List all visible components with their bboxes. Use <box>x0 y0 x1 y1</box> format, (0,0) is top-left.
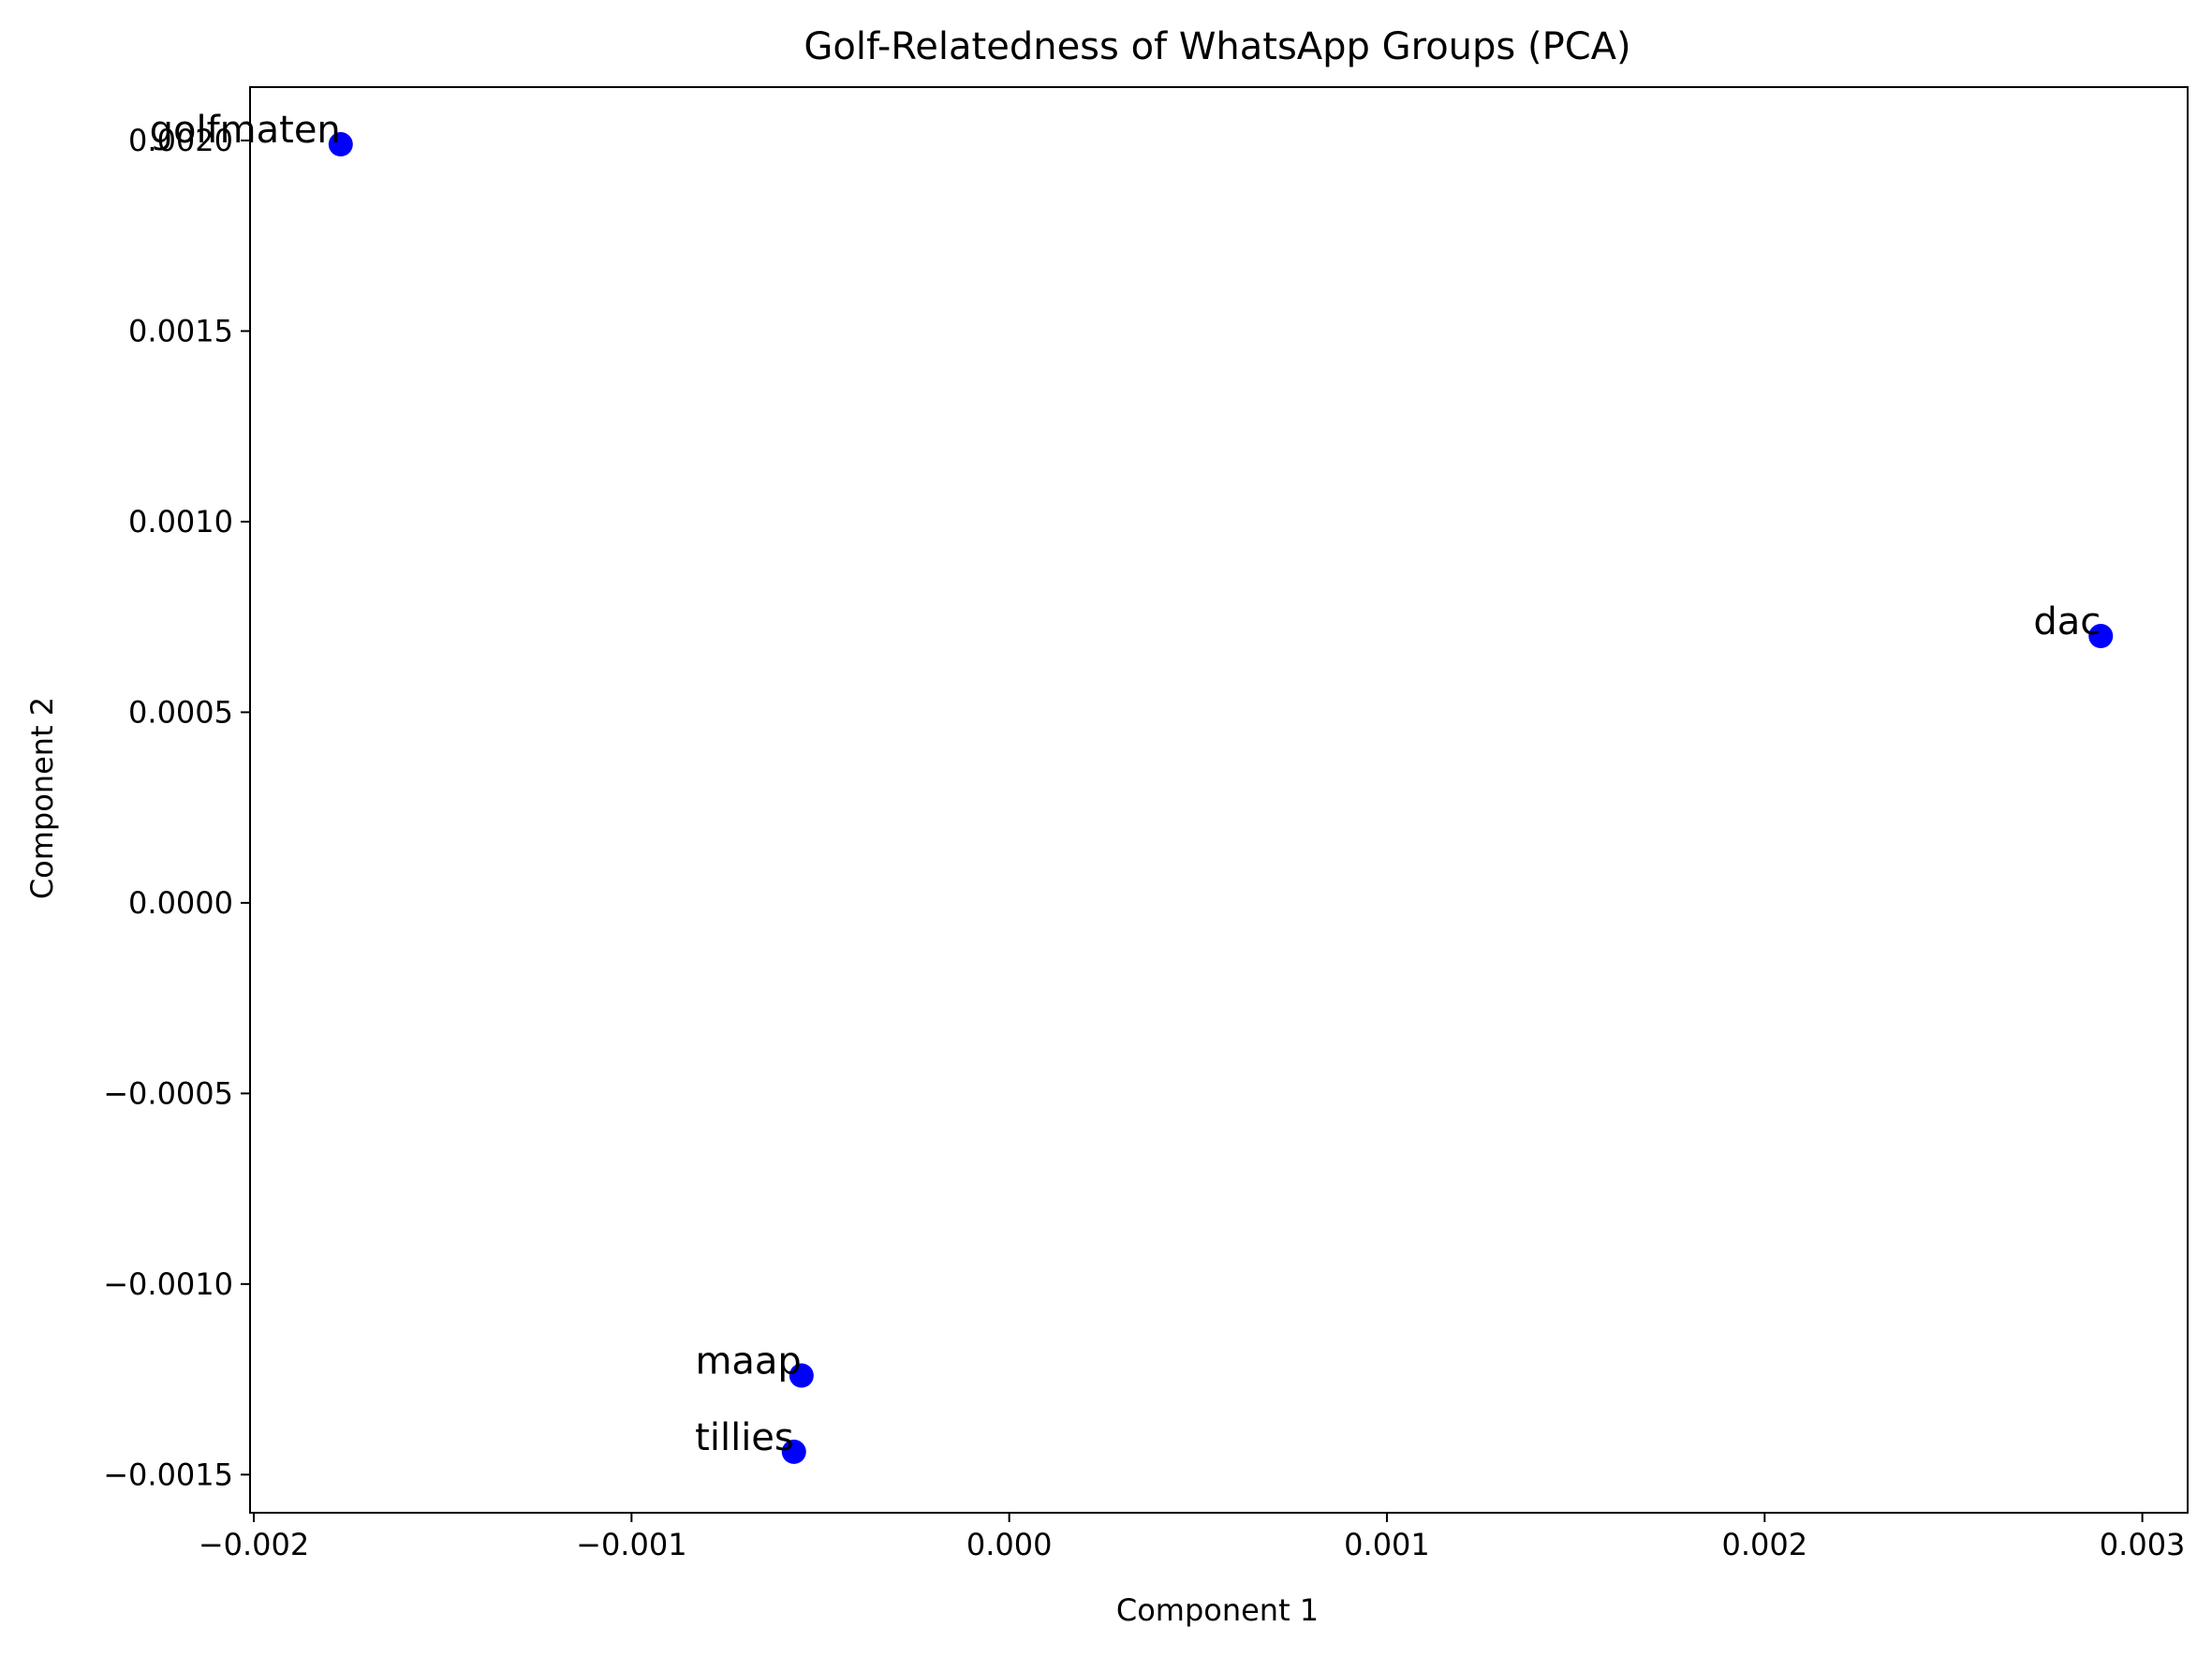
chart-title: Golf-Relatedness of WhatsApp Groups (PCA… <box>804 25 1630 68</box>
point-label-golfmaten: golfmaten <box>150 109 341 152</box>
y-tick-label: −0.0015 <box>103 1457 233 1492</box>
y-tick-label: −0.0010 <box>103 1266 233 1302</box>
y-tick-label: 0.0000 <box>128 885 233 921</box>
point-label-tillies: tillies <box>695 1416 794 1459</box>
point-label-dac: dac <box>2033 600 2101 644</box>
x-tick-label: 0.001 <box>1344 1527 1430 1562</box>
y-tick-label: 0.0010 <box>128 504 233 540</box>
y-tick-label: 0.0005 <box>128 694 233 730</box>
x-tick-label: −0.002 <box>199 1527 309 1562</box>
y-tick-label: −0.0005 <box>103 1075 233 1111</box>
x-tick-label: 0.003 <box>2100 1527 2186 1562</box>
x-tick-label: −0.001 <box>576 1527 686 1562</box>
plot-area: −0.002 −0.001 0.000 0.001 0.002 0.003 −0.0015 −… <box>103 86 2189 1562</box>
x-tick-label: 0.000 <box>966 1527 1053 1562</box>
y-tick-label: 0.0015 <box>128 313 233 348</box>
axes-frame <box>249 86 2189 1514</box>
data-point-golfmaten <box>328 132 353 157</box>
y-tick-label: 0.0020 <box>128 123 233 158</box>
data-point-dac <box>2088 624 2114 649</box>
x-tick-label: 0.002 <box>1721 1527 1807 1562</box>
x-axis-label: Component 1 <box>1116 1592 1319 1628</box>
y-axis-label: Component 2 <box>24 697 60 899</box>
data-point-tillies <box>781 1439 806 1464</box>
point-label-maap: maap <box>695 1339 801 1383</box>
data-point-maap <box>789 1363 814 1388</box>
